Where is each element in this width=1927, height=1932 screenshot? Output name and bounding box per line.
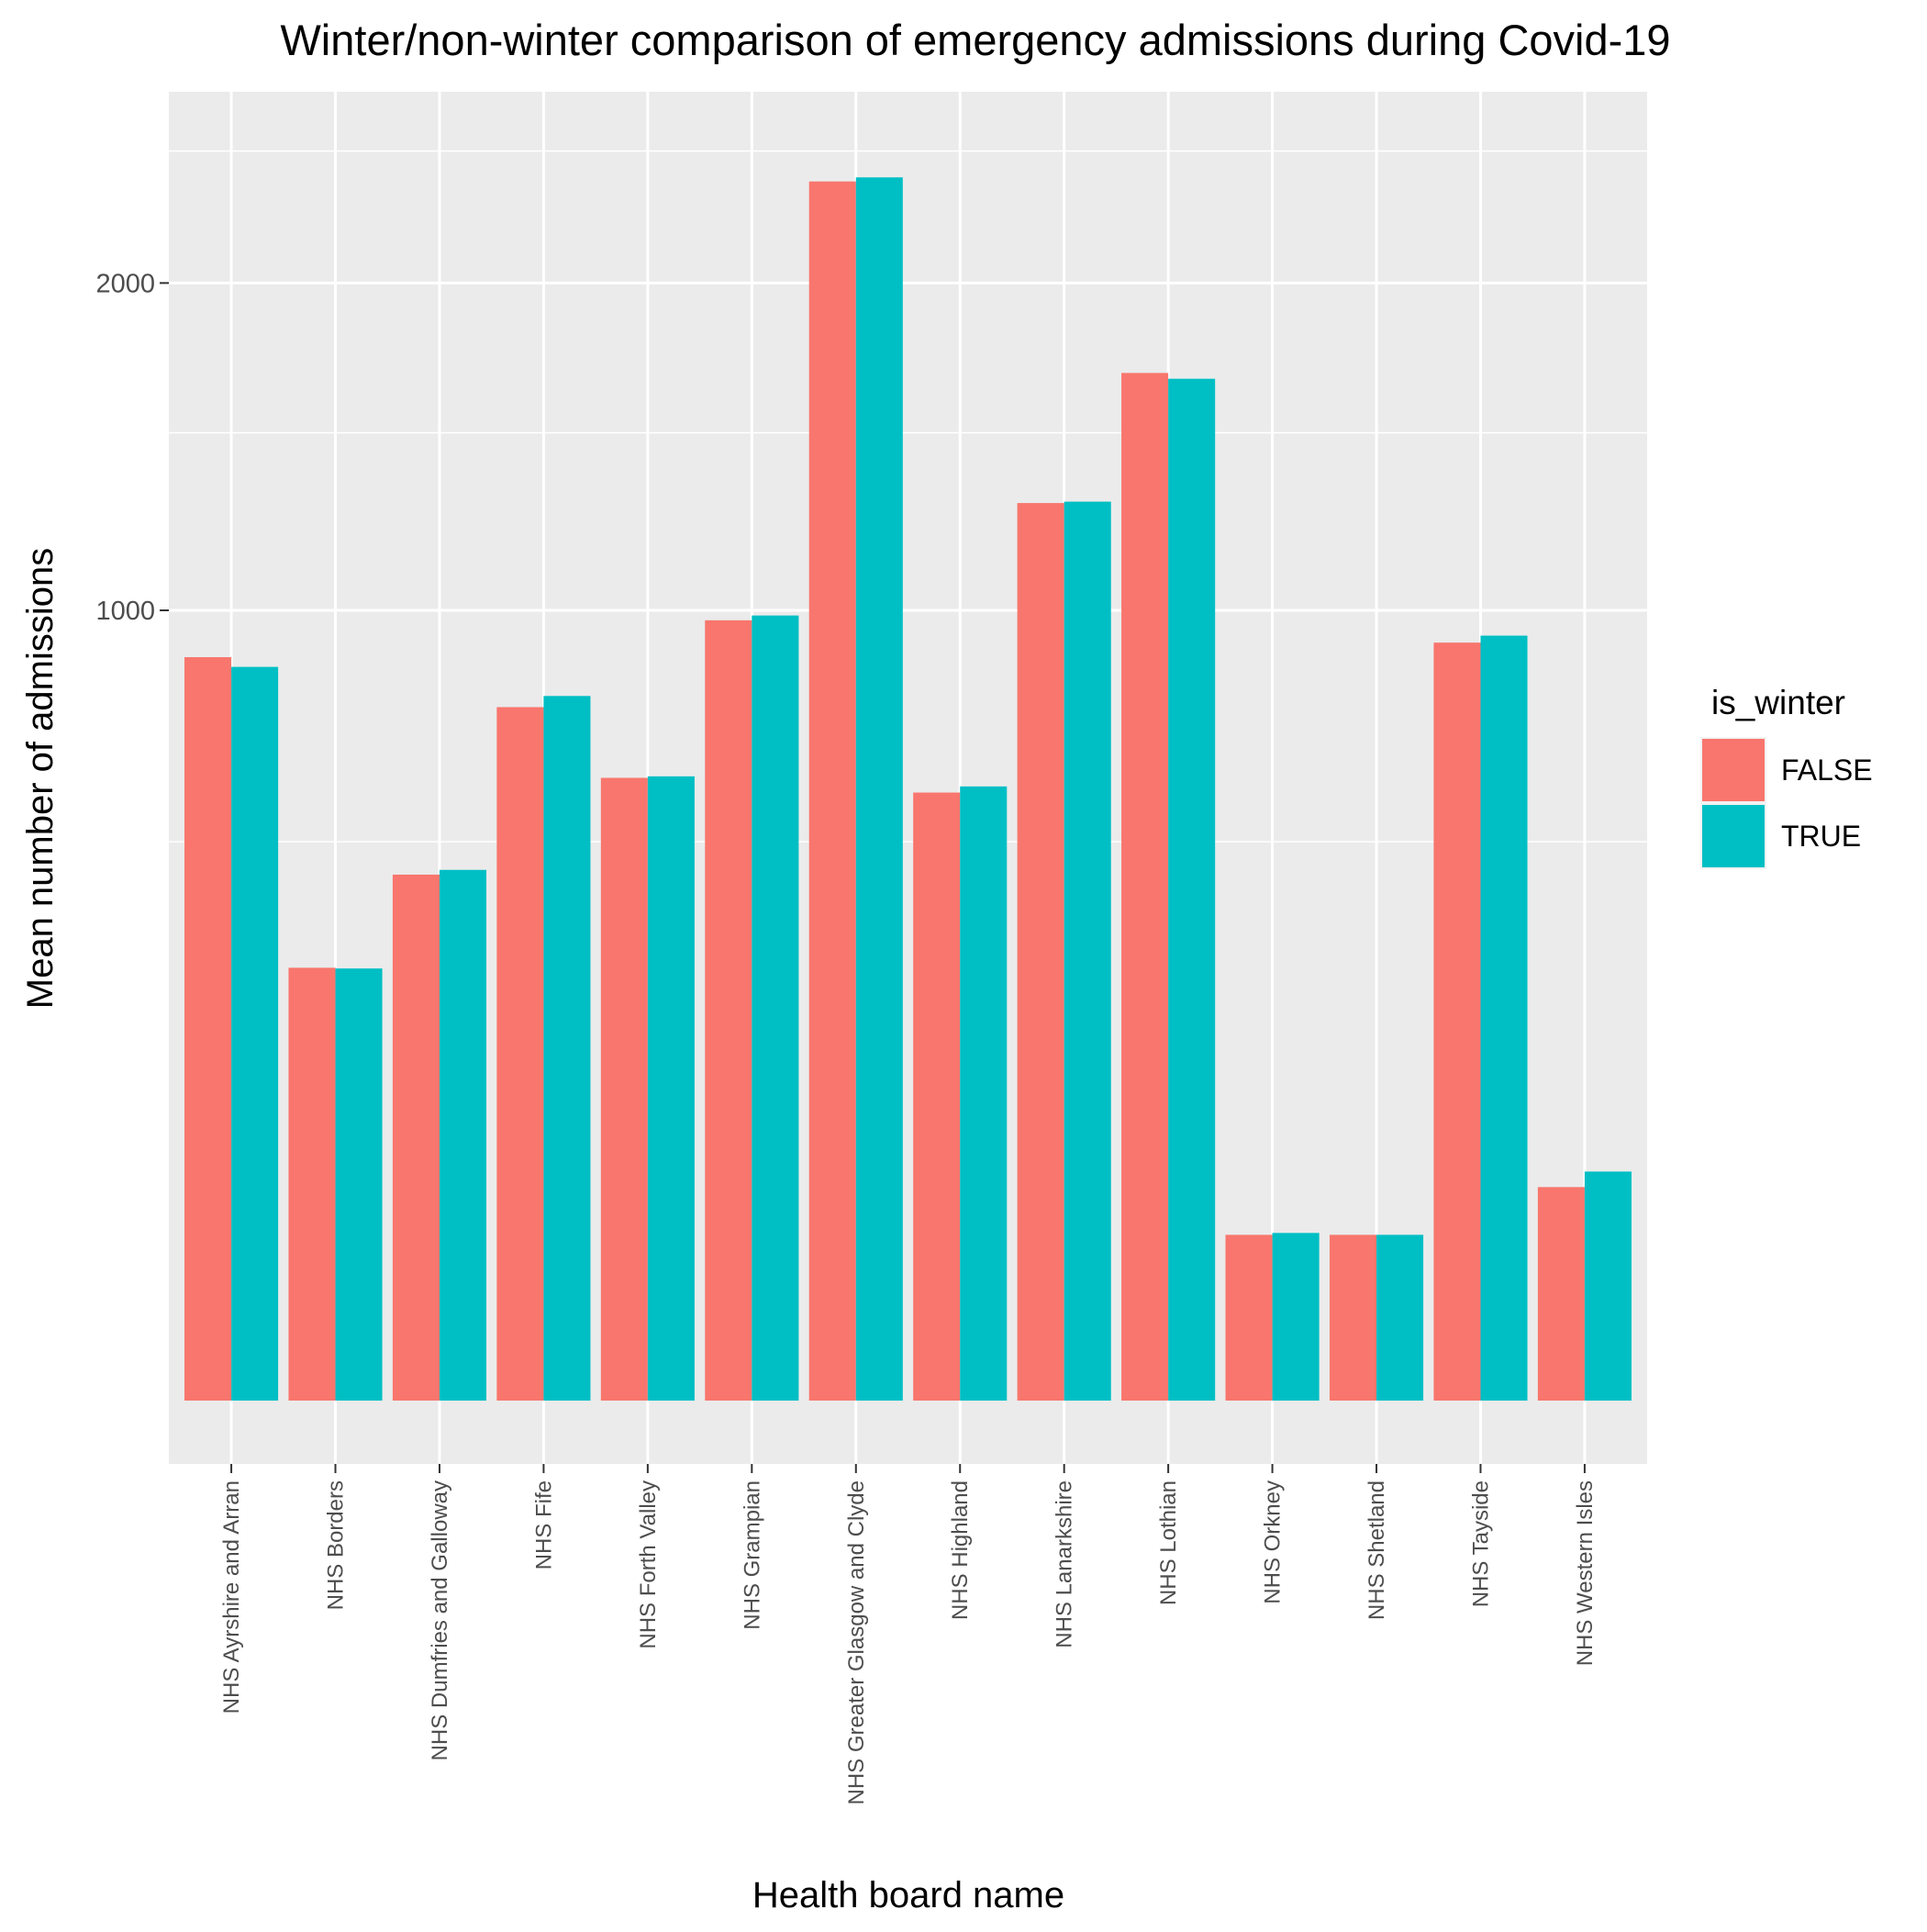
bar-true <box>1064 501 1111 1401</box>
bar-true <box>1376 1234 1424 1401</box>
bar-false <box>1537 1187 1585 1401</box>
bar-true <box>647 776 695 1401</box>
bar-false <box>1017 503 1064 1401</box>
bar-false <box>1433 642 1481 1401</box>
legend-key-true <box>1702 805 1765 867</box>
bar-true <box>960 786 1008 1401</box>
x-tick-label: NHS Borders <box>324 1480 349 1610</box>
legend-label: TRUE <box>1781 820 1861 853</box>
bar-true <box>752 615 799 1401</box>
x-tick-label: NHS Dumfries and Galloway <box>428 1480 452 1760</box>
x-tick-label: NHS Lothian <box>1156 1480 1181 1605</box>
y-tick-label: 2000 <box>95 269 155 298</box>
bar-true <box>855 177 903 1401</box>
bars-layer <box>184 177 1632 1402</box>
legend-title: is_winter <box>1711 684 1845 721</box>
legend-key-false <box>1702 739 1765 801</box>
plot-panel <box>169 92 1647 1464</box>
bar-true <box>1480 635 1528 1401</box>
bar-false <box>288 967 336 1401</box>
bar-false <box>1225 1234 1273 1401</box>
y-axis-title: Mean number of admissions <box>20 548 61 1009</box>
bar-false <box>1121 373 1169 1401</box>
x-tick-label: NHS Greater Glasgow and Clyde <box>844 1480 869 1804</box>
chart-title: Winter/non-winter comparison of emergenc… <box>280 16 1670 64</box>
x-tick-label: NHS Tayside <box>1468 1480 1493 1607</box>
x-tick-label: NHS Ayrshire and Arran <box>219 1480 244 1714</box>
bar-true <box>1584 1171 1632 1401</box>
x-tick-label: NHS Forth Valley <box>636 1480 661 1649</box>
x-tick-label: NHS Grampian <box>740 1480 764 1630</box>
legend: is_winter FALSE TRUE <box>1700 684 1873 869</box>
bar-false <box>496 707 544 1401</box>
bar-false <box>392 874 440 1401</box>
bar-true <box>335 968 383 1401</box>
bar-false <box>913 792 961 1401</box>
x-axis-title: Health board name <box>752 1875 1064 1915</box>
x-tick-label: NHS Orkney <box>1261 1480 1286 1604</box>
x-tick-label: NHS Fife <box>531 1480 556 1569</box>
bar-true <box>439 869 487 1401</box>
y-axis: 1000 2000 <box>95 269 169 626</box>
bar-true <box>1272 1233 1320 1401</box>
bar-false <box>808 181 856 1402</box>
legend-label: FALSE <box>1781 754 1873 787</box>
x-tick-label: NHS Lanarkshire <box>1053 1480 1077 1648</box>
bar-true <box>1168 378 1216 1401</box>
bar-true <box>543 696 591 1401</box>
bar-false <box>705 620 752 1401</box>
bar-false <box>184 657 232 1401</box>
y-tick-label: 1000 <box>95 597 155 626</box>
bar-false <box>1329 1234 1377 1401</box>
x-axis: NHS Ayrshire and Arran NHS Borders NHS Dum… <box>219 1464 1598 1804</box>
bar-false <box>600 777 648 1401</box>
bar-true <box>231 666 279 1401</box>
x-tick-label: NHS Shetland <box>1364 1480 1389 1620</box>
x-tick-label: NHS Highland <box>948 1480 973 1620</box>
x-tick-label: NHS Western Isles <box>1573 1480 1598 1666</box>
